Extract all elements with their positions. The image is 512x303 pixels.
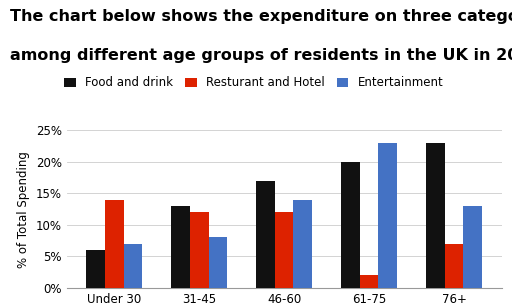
Bar xyxy=(171,206,190,288)
Y-axis label: % of Total Spending: % of Total Spending xyxy=(17,151,30,268)
Bar xyxy=(341,162,360,288)
Text: The chart below shows the expenditure on three categories: The chart below shows the expenditure on… xyxy=(10,9,512,24)
Bar xyxy=(463,206,482,288)
Bar xyxy=(426,143,444,288)
Bar xyxy=(360,275,378,288)
Bar xyxy=(105,200,124,288)
Bar xyxy=(275,212,293,288)
Legend: Food and drink, Resturant and Hotel, Entertainment: Food and drink, Resturant and Hotel, Ent… xyxy=(64,76,443,89)
Bar xyxy=(293,200,312,288)
Bar xyxy=(256,181,275,288)
Bar xyxy=(378,143,397,288)
Bar xyxy=(124,244,142,288)
Bar xyxy=(208,238,227,288)
Bar xyxy=(444,244,463,288)
Text: among different age groups of residents in the UK in 2004.: among different age groups of residents … xyxy=(10,48,512,64)
Bar xyxy=(190,212,208,288)
Bar xyxy=(87,250,105,288)
